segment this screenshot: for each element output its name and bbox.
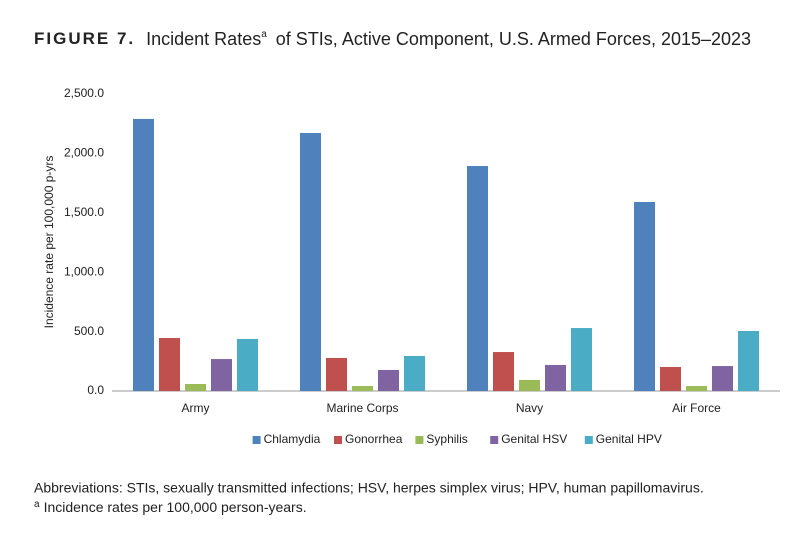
y-tick-label: 2,000.0 bbox=[64, 146, 104, 160]
x-tick-label: Air Force bbox=[672, 401, 721, 415]
chart-title-rest: of STIs, Active Component, U.S. Armed Fo… bbox=[276, 29, 751, 49]
bar bbox=[378, 369, 399, 391]
footnote-superscript: a bbox=[34, 499, 40, 510]
legend-swatch bbox=[252, 436, 261, 444]
bar bbox=[467, 165, 488, 391]
bar bbox=[300, 132, 321, 391]
bar bbox=[493, 352, 514, 391]
chart-title: Incident Rates bbox=[146, 29, 261, 49]
legend-swatch bbox=[584, 436, 593, 444]
legend-label: Genital HSV bbox=[501, 432, 567, 446]
bar bbox=[519, 379, 540, 391]
title-superscript: a bbox=[261, 29, 267, 40]
footnote: Abbreviations: STIs, sexually transmitte… bbox=[34, 480, 704, 496]
bar bbox=[326, 357, 347, 391]
bar bbox=[237, 338, 258, 391]
bar bbox=[571, 328, 592, 391]
chart-title-line: FIGURE 7. Incident Ratesa of STIs, Activ… bbox=[34, 23, 751, 49]
legend-swatch bbox=[334, 436, 342, 444]
y-tick-label: 1,000.0 bbox=[64, 264, 104, 278]
bar bbox=[185, 383, 206, 391]
bar bbox=[404, 355, 425, 391]
legend-swatch bbox=[415, 436, 424, 444]
y-axis-label: Incidence rate per 100,000 p-yrs bbox=[42, 156, 56, 329]
legend-label: Gonorrhea bbox=[345, 432, 403, 446]
legend-label: Genital HPV bbox=[596, 432, 662, 446]
x-tick-label: Army bbox=[182, 401, 210, 415]
x-tick-label: Marine Corps bbox=[326, 401, 398, 415]
y-tick-label: 500.0 bbox=[74, 324, 104, 338]
bar bbox=[211, 359, 232, 391]
footnote-2: Incidence rates per 100,000 person-years… bbox=[44, 499, 307, 515]
x-tick-label: Navy bbox=[516, 401, 543, 415]
legend-swatch bbox=[490, 436, 499, 444]
bar bbox=[660, 367, 681, 391]
y-tick-label: 0.0 bbox=[87, 383, 104, 397]
bar bbox=[634, 201, 655, 391]
legend-label: Chlamydia bbox=[264, 432, 321, 446]
bar bbox=[352, 386, 373, 391]
bar bbox=[133, 118, 154, 391]
bar bbox=[159, 338, 180, 391]
bar bbox=[712, 366, 733, 391]
legend-label: Syphilis bbox=[426, 432, 467, 446]
footnote-2-line: a Incidence rates per 100,000 person-year… bbox=[34, 499, 307, 515]
y-tick-label: 2,500.0 bbox=[64, 86, 104, 100]
bar bbox=[686, 386, 707, 391]
figure-label: FIGURE 7. bbox=[34, 29, 135, 48]
bar bbox=[545, 364, 566, 391]
bar bbox=[738, 331, 759, 391]
y-tick-label: 1,500.0 bbox=[64, 205, 104, 219]
